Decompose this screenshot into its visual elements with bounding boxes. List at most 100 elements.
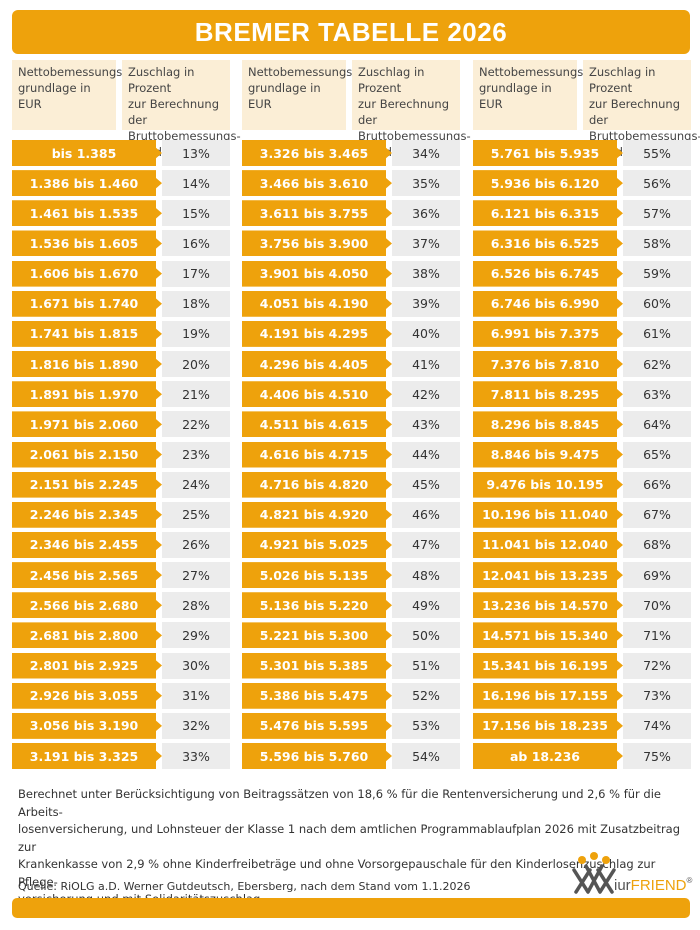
percent-cell: 16% xyxy=(162,230,230,257)
percent-cell: 63% xyxy=(623,381,691,408)
percent-cell: 32% xyxy=(162,712,230,739)
logo: iurFRIEND® xyxy=(570,850,695,898)
range-cell: 8.296 bis 8.845 xyxy=(473,411,623,437)
range-cell: 5.136 bis 5.220 xyxy=(242,592,392,618)
range-cell: 3.466 bis 3.610 xyxy=(242,170,392,196)
range-cell: 1.816 bis 1.890 xyxy=(12,351,162,377)
range-cell: 4.296 bis 4.405 xyxy=(242,351,392,377)
range-cell: 5.936 bis 6.120 xyxy=(473,170,623,196)
range-cell: 3.901 bis 4.050 xyxy=(242,261,392,287)
range-cell: 2.456 bis 2.565 xyxy=(12,562,162,588)
header-cell: Zuschlag in Prozent zur Berechnung der B… xyxy=(122,60,241,159)
range-cell: bis 1.385 xyxy=(12,140,162,166)
percent-cell: 75% xyxy=(623,743,691,769)
range-cell: 1.671 bis 1.740 xyxy=(12,291,162,317)
title: BREMER TABELLE 2026 xyxy=(12,10,690,54)
percent-cell: 73% xyxy=(623,682,691,709)
percent-cell: 33% xyxy=(162,743,230,769)
percent-cell: 28% xyxy=(162,592,230,619)
percent-cell: 53% xyxy=(392,712,460,739)
range-cell: 1.536 bis 1.605 xyxy=(12,230,162,256)
percent-cell: 62% xyxy=(623,351,691,378)
range-cell: 4.921 bis 5.025 xyxy=(242,532,392,558)
percent-cell: 54% xyxy=(392,743,460,769)
range-cell: 2.061 bis 2.150 xyxy=(12,442,162,468)
range-cell: 5.596 bis 5.760 xyxy=(242,743,392,769)
percent-cell: 23% xyxy=(162,441,230,468)
percent-cell: 25% xyxy=(162,501,230,528)
range-cell: 5.476 bis 5.595 xyxy=(242,713,392,739)
percent-cell: 14% xyxy=(162,170,230,197)
range-cell: 2.566 bis 2.680 xyxy=(12,592,162,618)
header-cell: Nettobemessungs- grundlage in EUR xyxy=(12,60,126,130)
range-cell: 3.756 bis 3.900 xyxy=(242,230,392,256)
percent-cell: 40% xyxy=(392,320,460,347)
range-cell: 1.386 bis 1.460 xyxy=(12,170,162,196)
percent-cell: 42% xyxy=(392,381,460,408)
header-cell: Nettobemessungs- grundlage in EUR xyxy=(242,60,356,130)
percent-cell: 36% xyxy=(392,200,460,227)
percent-cell: 57% xyxy=(623,200,691,227)
percent-cell: 56% xyxy=(623,170,691,197)
percent-cell: 17% xyxy=(162,260,230,287)
logo-name: FRIEND xyxy=(631,877,687,894)
range-cell: 9.476 bis 10.195 xyxy=(473,472,623,498)
percent-cell: 18% xyxy=(162,290,230,317)
percent-cell: 27% xyxy=(162,562,230,589)
range-cell: 4.191 bis 4.295 xyxy=(242,321,392,347)
percent-cell: 48% xyxy=(392,562,460,589)
percent-cell: 68% xyxy=(623,531,691,558)
range-cell: 4.051 bis 4.190 xyxy=(242,291,392,317)
footer-bar xyxy=(12,898,690,918)
percent-cell: 64% xyxy=(623,411,691,438)
percent-cell: 20% xyxy=(162,351,230,378)
range-cell: 6.316 bis 6.525 xyxy=(473,230,623,256)
percent-cell: 30% xyxy=(162,652,230,679)
percent-cell: 47% xyxy=(392,531,460,558)
range-cell: 4.616 bis 4.715 xyxy=(242,442,392,468)
range-cell: 7.376 bis 7.810 xyxy=(473,351,623,377)
percent-cell: 52% xyxy=(392,682,460,709)
percent-cell: 61% xyxy=(623,320,691,347)
percent-cell: 50% xyxy=(392,622,460,649)
percent-cell: 35% xyxy=(392,170,460,197)
range-cell: 6.121 bis 6.315 xyxy=(473,200,623,226)
range-cell: 16.196 bis 17.155 xyxy=(473,683,623,709)
percent-cell: 44% xyxy=(392,441,460,468)
range-cell: 3.611 bis 3.755 xyxy=(242,200,392,226)
percent-cell: 60% xyxy=(623,290,691,317)
range-cell: 6.746 bis 6.990 xyxy=(473,291,623,317)
range-cell: 10.196 bis 11.040 xyxy=(473,502,623,528)
range-cell: 3.191 bis 3.325 xyxy=(12,743,162,769)
range-cell: 6.526 bis 6.745 xyxy=(473,261,623,287)
range-cell: ab 18.236 xyxy=(473,743,623,769)
range-cell: 5.221 bis 5.300 xyxy=(242,622,392,648)
percent-cell: 70% xyxy=(623,592,691,619)
percent-cell: 24% xyxy=(162,471,230,498)
percent-cell: 34% xyxy=(392,140,460,166)
range-cell: 1.606 bis 1.670 xyxy=(12,261,162,287)
source: Quelle: RiOLG a.D. Werner Gutdeutsch, Eb… xyxy=(18,880,471,893)
range-cell: 1.741 bis 1.815 xyxy=(12,321,162,347)
percent-cell: 66% xyxy=(623,471,691,498)
logo-prefix: iur xyxy=(614,877,631,894)
percent-cell: 59% xyxy=(623,260,691,287)
range-cell: 17.156 bis 18.235 xyxy=(473,713,623,739)
percent-cell: 71% xyxy=(623,622,691,649)
percent-cell: 15% xyxy=(162,200,230,227)
range-cell: 4.511 bis 4.615 xyxy=(242,411,392,437)
percent-cell: 13% xyxy=(162,140,230,166)
percent-cell: 67% xyxy=(623,501,691,528)
logo-text: iurFRIEND® xyxy=(614,876,693,894)
percent-cell: 43% xyxy=(392,411,460,438)
percent-cell: 45% xyxy=(392,471,460,498)
range-cell: 2.246 bis 2.345 xyxy=(12,502,162,528)
percent-cell: 69% xyxy=(623,562,691,589)
percent-cell: 65% xyxy=(623,441,691,468)
range-cell: 3.056 bis 3.190 xyxy=(12,713,162,739)
percent-cell: 37% xyxy=(392,230,460,257)
range-cell: 3.326 bis 3.465 xyxy=(242,140,392,166)
range-cell: 2.681 bis 2.800 xyxy=(12,622,162,648)
range-cell: 1.971 bis 2.060 xyxy=(12,411,162,437)
